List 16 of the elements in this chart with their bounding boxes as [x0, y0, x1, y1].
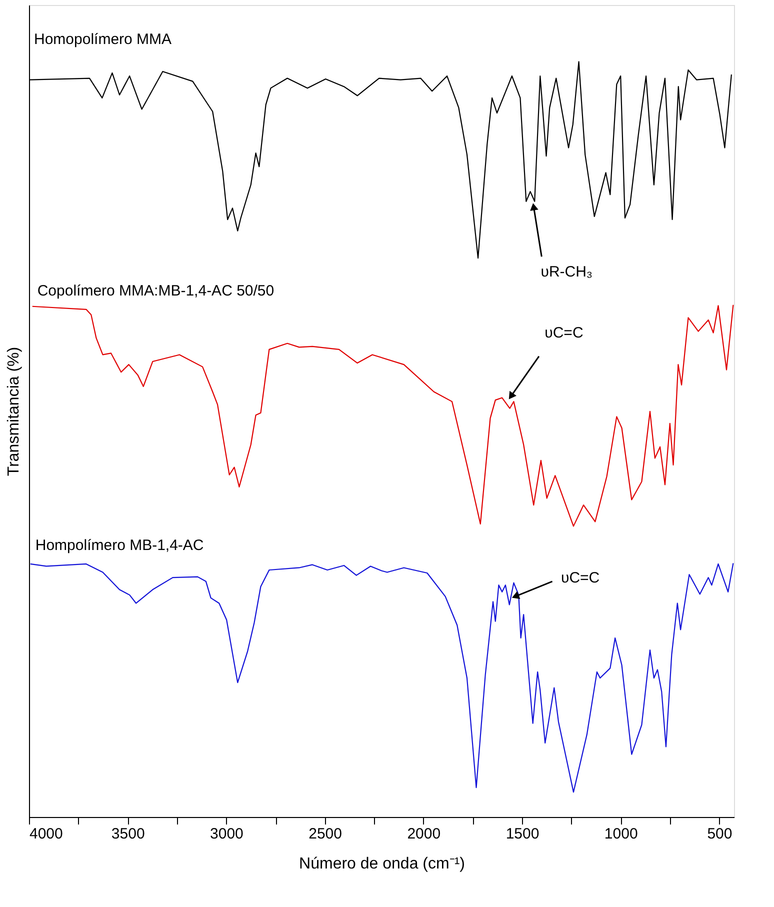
x-axis-title: Número de onda (cm⁻¹)	[299, 856, 465, 872]
x-tick-label: 1500	[506, 826, 540, 842]
series-label: Copolímero MMA:MB-1,4-AC 50/50	[37, 282, 274, 300]
x-tick-label: 500	[707, 826, 732, 842]
x-tick-label: 4000	[30, 826, 63, 842]
x-tick-label: 2500	[308, 826, 342, 842]
x-tick-label: 2000	[407, 826, 441, 842]
x-tick-label: 3500	[111, 826, 145, 842]
x-tick-label: 1000	[604, 826, 638, 842]
annotation: υC=C	[544, 324, 584, 342]
series-label: Hompolímero MB-1,4-AC	[35, 536, 204, 554]
y-axis-title: Transmitancia (%)	[6, 346, 22, 476]
annotation: υC=C	[560, 569, 600, 586]
x-tick-label: 3000	[210, 826, 244, 842]
series-label: Homopolímero MMA	[34, 30, 172, 48]
annotation: υR-CH₃	[540, 264, 593, 281]
